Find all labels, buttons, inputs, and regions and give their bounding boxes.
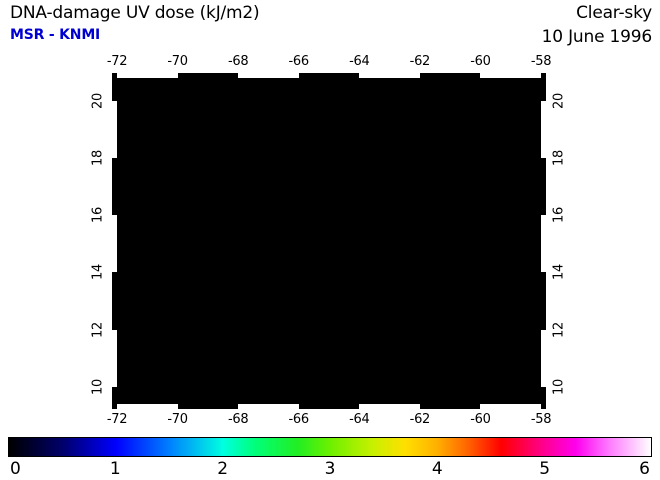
x-tick-bottom--72: -72 xyxy=(106,412,128,427)
y-tick-right-18: 18 xyxy=(551,150,567,167)
x-tick-top--58: -58 xyxy=(530,54,552,69)
colorbar-tick-1: 1 xyxy=(109,459,121,479)
colorbar-tick-3: 3 xyxy=(324,459,336,479)
x-tick-top--72: -72 xyxy=(106,54,128,69)
x-tick-top--70: -70 xyxy=(167,54,188,69)
y-tick-left-12: 12 xyxy=(90,321,106,338)
colorbar-gradient xyxy=(8,437,652,457)
condition-label: Clear-sky xyxy=(576,3,652,23)
chart-header: DNA-damage UV dose (kJ/m2) MSR - KNMI Cl… xyxy=(0,0,660,54)
y-tick-left-14: 14 xyxy=(90,264,106,281)
colorbar-tick-6: 6 xyxy=(639,459,650,479)
y-tick-right-16: 16 xyxy=(551,207,567,224)
map-plot xyxy=(112,73,546,409)
colorbar xyxy=(8,437,652,457)
colorbar-tick-0: 0 xyxy=(10,459,21,479)
x-tick-top--66: -66 xyxy=(288,54,310,69)
date-label: 10 June 1996 xyxy=(541,27,653,47)
y-tick-left-18: 18 xyxy=(90,150,106,167)
x-tick-bottom--66: -66 xyxy=(288,412,310,427)
y-tick-left-16: 16 xyxy=(90,207,106,224)
x-tick-top--60: -60 xyxy=(470,54,491,69)
x-tick-top--64: -64 xyxy=(349,54,370,69)
y-tick-right-10: 10 xyxy=(551,378,567,395)
x-tick-top--68: -68 xyxy=(227,54,249,69)
x-tick-bottom--62: -62 xyxy=(409,412,431,427)
plot-frame xyxy=(112,73,546,409)
page-title: DNA-damage UV dose (kJ/m2) xyxy=(10,3,260,23)
x-tick-bottom--64: -64 xyxy=(349,412,370,427)
colorbar-tick-2: 2 xyxy=(217,459,229,479)
y-tick-right-14: 14 xyxy=(551,264,567,281)
source-label: MSR - KNMI xyxy=(10,27,101,43)
x-tick-top--62: -62 xyxy=(409,54,431,69)
colorbar-tick-5: 5 xyxy=(539,459,551,479)
x-tick-bottom--68: -68 xyxy=(227,412,249,427)
y-tick-left-10: 10 xyxy=(90,378,106,395)
y-tick-right-20: 20 xyxy=(551,92,567,109)
x-tick-bottom--60: -60 xyxy=(470,412,491,427)
x-tick-bottom--70: -70 xyxy=(167,412,188,427)
y-tick-left-20: 20 xyxy=(90,92,106,109)
x-tick-bottom--58: -58 xyxy=(530,412,552,427)
y-tick-right-12: 12 xyxy=(551,321,567,338)
colorbar-tick-4: 4 xyxy=(431,459,443,479)
